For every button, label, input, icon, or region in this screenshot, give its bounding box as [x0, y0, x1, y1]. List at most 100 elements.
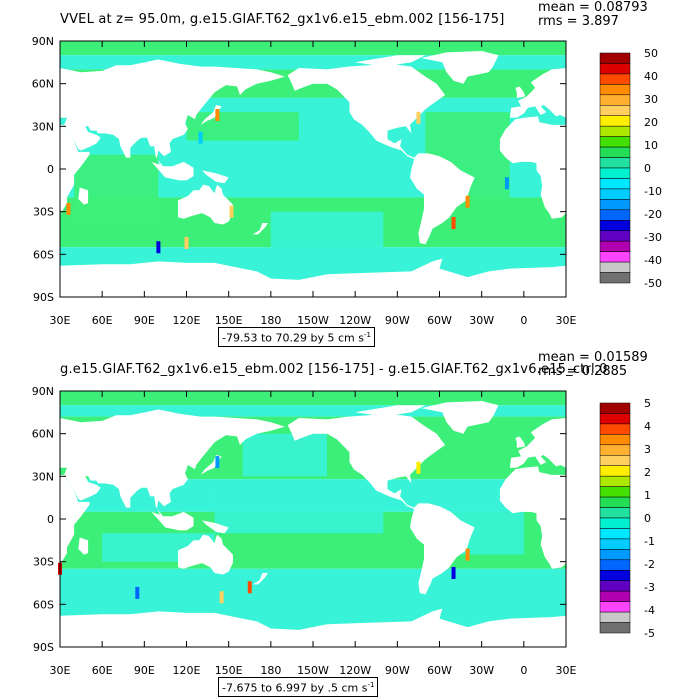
land-antarctica [60, 608, 566, 647]
panel-top: 90N 60N 30N 0 30S 60S 90S 30E 60E 90E 120E 150E 180 1… [0, 0, 700, 347]
rms-stat: rms = 3.897 [538, 14, 619, 29]
y-tick-label: 60N [32, 428, 54, 441]
x-tick-label: 60E [92, 664, 113, 677]
colorbar-swatch [599, 230, 631, 242]
x-tick-label: 30E [50, 664, 71, 677]
land-australia [178, 534, 233, 575]
ocean-patch [214, 490, 384, 534]
colorbar-swatch [599, 559, 631, 571]
colorbar-swatch [599, 251, 631, 263]
current-streak [198, 131, 203, 144]
colorbar-label: 3 [644, 443, 651, 456]
land-americas [287, 413, 475, 595]
range-label: -7.675 to 6.997 by .5 cm s-1 [218, 677, 379, 697]
colorbar-swatch [599, 73, 631, 85]
colorbar-label: -50 [644, 277, 662, 290]
land-arctic_isl [355, 55, 426, 67]
colorbar-swatch [599, 115, 631, 127]
ocean-patch [242, 433, 328, 477]
colorbar-swatch [599, 528, 631, 540]
colorbar-label: 4 [644, 420, 651, 433]
current-streak [156, 241, 161, 254]
x-tick-label: 90W [385, 664, 410, 677]
x-tick-label: 30E [50, 314, 71, 327]
y-tick-label: 60N [32, 78, 54, 91]
land-africa-wrap [499, 116, 596, 219]
land-uk-wrap [9, 436, 20, 448]
colorbar-swatch [599, 570, 631, 581]
colorbar-swatch [599, 444, 631, 456]
map-layer [0, 41, 700, 297]
land-eurasia-wrap [3, 59, 285, 168]
x-tick-label: 30E [556, 314, 577, 327]
current-streak [465, 548, 470, 561]
land-nz [252, 223, 268, 235]
colorbar-swatch [599, 538, 631, 550]
land-madagascar [78, 537, 89, 555]
x-tick-label: 120E [173, 664, 201, 677]
colorbar-swatch [599, 402, 631, 414]
y-tick-label: 0 [47, 163, 54, 176]
land-uk-wrap [9, 86, 20, 98]
land-australia [178, 184, 233, 225]
colorbar-swatch [599, 272, 631, 284]
colorbar-swatch [599, 601, 631, 613]
map-layer [0, 391, 700, 647]
colorbar-label: 1 [644, 489, 651, 502]
x-tick-label: 120E [173, 314, 201, 327]
x-tick-label: 60W [427, 664, 452, 677]
land-arctic_isl [355, 405, 426, 417]
colorbar-swatch [599, 517, 631, 529]
x-tick-label: 0 [520, 664, 527, 677]
x-tick-label: 30W [469, 314, 494, 327]
colorbar-swatch [599, 220, 631, 231]
ocean-patch [74, 154, 159, 226]
mean-stat: mean = 0.01589 [538, 350, 648, 365]
land-uk-wrap [515, 436, 526, 448]
current-streak [215, 108, 220, 121]
colorbar-swatch [599, 125, 631, 137]
current-streak [66, 202, 71, 215]
colorbar-swatch [599, 507, 631, 519]
colorbar-label: 40 [644, 70, 658, 83]
colorbar-swatch [599, 240, 631, 252]
x-tick-label: 90E [134, 664, 155, 677]
colorbar-swatch [599, 167, 631, 179]
colorbar-swatch [599, 496, 631, 508]
colorbar-swatch [599, 434, 631, 446]
colorbar-swatch [599, 188, 631, 200]
current-streak [416, 111, 421, 124]
y-tick-label: 30N [32, 470, 54, 483]
current-streak [451, 217, 456, 230]
land-africa-wrap [0, 116, 90, 219]
colorbar-label: 50 [644, 47, 658, 60]
colorbar-swatch [599, 261, 631, 273]
colorbar-label: -30 [644, 231, 662, 244]
x-tick-label: 0 [520, 314, 527, 327]
current-streak [451, 567, 456, 580]
colorbar-swatch [599, 136, 631, 148]
colorbar-label: 30 [644, 93, 658, 106]
land-greenland [421, 401, 499, 434]
colorbar-swatch [599, 611, 631, 623]
current-streak [229, 205, 234, 218]
ocean-patch [270, 211, 384, 255]
colorbar-swatch [599, 209, 631, 221]
colorbar-swatch [599, 475, 631, 487]
colorbar-swatch [599, 63, 631, 75]
land-indonesia [151, 511, 194, 531]
y-tick-label: 90N [32, 35, 54, 48]
colorbar-swatch [599, 455, 631, 466]
colorbar-swatch [599, 146, 631, 158]
colorbar-swatch [599, 549, 631, 561]
land-americas [287, 63, 475, 245]
vvel-difference-map-chart: 90N 60N 30N 0 30S 60S 90S 30E 60E 90E 120E 150E 180 1… [0, 385, 700, 677]
colorbar-label: 20 [644, 116, 658, 129]
x-tick-label: 150E [215, 314, 243, 327]
x-tick-label: 180 [260, 314, 281, 327]
y-tick-label: 90S [33, 291, 54, 304]
y-tick-label: 90N [32, 385, 54, 398]
land-africa-wrap [499, 466, 596, 569]
ocean-patch [186, 112, 299, 141]
x-tick-label: 30W [469, 664, 494, 677]
